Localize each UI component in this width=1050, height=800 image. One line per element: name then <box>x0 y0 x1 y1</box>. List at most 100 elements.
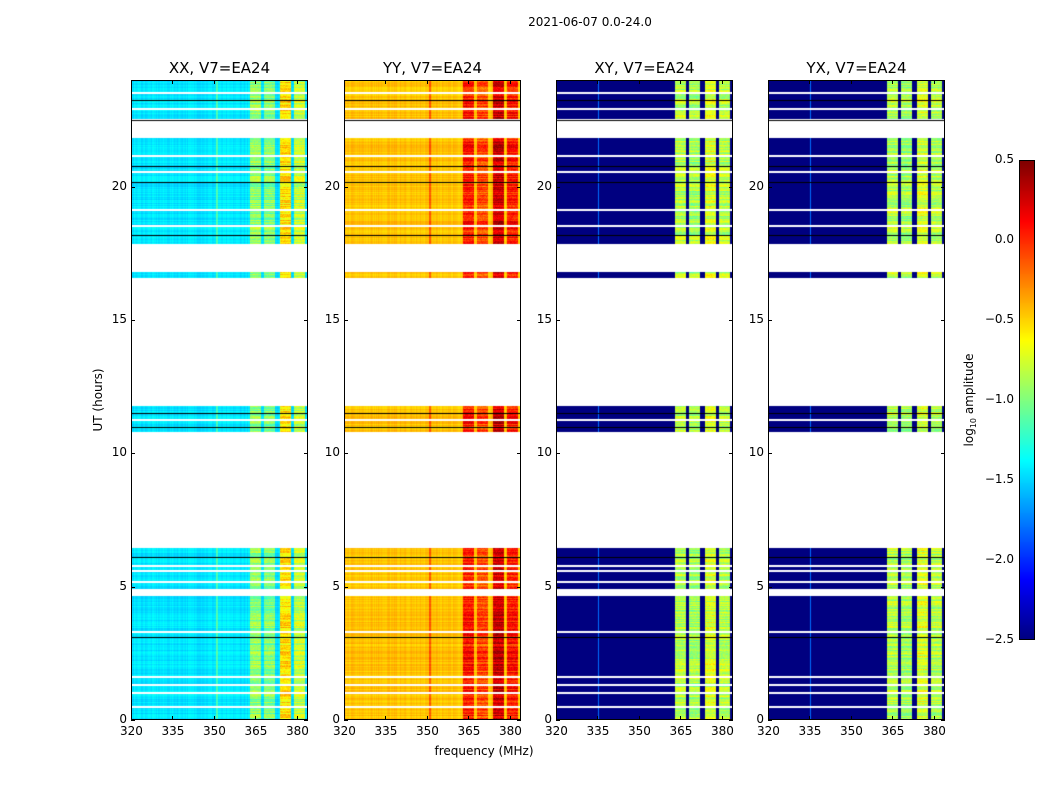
y-tick-label: 15 <box>748 312 764 326</box>
y-tick-mark <box>768 320 772 321</box>
heatmap-cells <box>132 81 307 719</box>
x-tick-mark <box>344 716 345 720</box>
x-tick-label: 365 <box>457 724 481 738</box>
y-tick-mark <box>344 186 348 188</box>
y-tick-label: 0 <box>119 712 127 726</box>
y-tick-mark <box>344 453 348 455</box>
y-tick-label: 10 <box>748 445 764 460</box>
x-tick-mark <box>385 716 387 720</box>
y-tick-mark <box>941 186 945 188</box>
y-tick-mark <box>556 586 560 588</box>
x-tick-label: 350 <box>627 724 651 738</box>
y-tick-mark <box>304 586 308 588</box>
y-tick-mark <box>729 586 733 588</box>
y-tick-mark <box>768 453 772 455</box>
y-tick-label: 10 <box>536 445 552 460</box>
x-tick-label: 320 <box>333 724 356 738</box>
y-tick-label: 0 <box>544 712 552 726</box>
x-tick-label: 320 <box>120 724 143 738</box>
x-tick-mark <box>721 80 723 84</box>
x-tick-mark <box>680 716 682 720</box>
y-tick-mark <box>304 320 308 321</box>
x-tick-mark <box>468 80 470 84</box>
y-tick-mark <box>556 320 560 321</box>
x-tick-mark <box>809 80 811 84</box>
y-tick-mark <box>729 720 733 721</box>
figure-title: 2021-06-07 0.0-24.0 <box>528 15 652 29</box>
x-tick-mark <box>509 716 511 720</box>
x-tick-mark <box>172 80 174 84</box>
x-tick-mark <box>255 716 257 720</box>
colorbar <box>1019 160 1035 640</box>
y-tick-mark <box>941 586 945 588</box>
y-tick-label: 10 <box>324 445 340 460</box>
x-tick-mark <box>768 80 769 84</box>
panel-title: XY, V7=EA24 <box>594 59 695 77</box>
y-tick-mark <box>131 453 135 455</box>
y-tick-mark <box>517 186 521 188</box>
y-tick-mark <box>768 186 772 188</box>
x-tick-mark <box>426 716 428 720</box>
y-tick-label: 0 <box>756 712 764 726</box>
y-tick-mark <box>304 186 308 188</box>
y-tick-mark <box>517 320 521 321</box>
y-tick-label: 15 <box>324 312 340 326</box>
y-tick-mark <box>517 586 521 588</box>
y-tick-label: 15 <box>111 312 127 326</box>
y-tick-label: 5 <box>756 578 764 593</box>
panel-title: YX, V7=EA24 <box>806 59 907 77</box>
panel-title: XX, V7=EA24 <box>168 59 271 77</box>
y-tick-mark <box>517 720 521 721</box>
x-tick-label: 350 <box>415 724 439 738</box>
x-tick-mark <box>426 80 428 84</box>
x-tick-mark <box>344 80 345 84</box>
heatmap-panel-1 <box>131 80 308 720</box>
x-tick-label: 350 <box>839 724 863 738</box>
y-tick-label: 20 <box>111 178 127 193</box>
x-tick-mark <box>131 716 132 720</box>
y-tick-mark <box>556 453 560 455</box>
y-tick-mark <box>304 453 308 455</box>
x-tick-label: 380 <box>285 724 309 738</box>
x-tick-mark <box>638 80 640 84</box>
x-tick-mark <box>556 80 557 84</box>
y-tick-label: 15 <box>536 312 552 326</box>
heatmap-cells <box>769 81 944 719</box>
y-tick-mark <box>768 720 772 721</box>
y-tick-mark <box>344 720 348 721</box>
x-tick-label: 365 <box>881 724 905 738</box>
x-tick-mark <box>296 716 298 720</box>
x-tick-mark <box>213 716 215 720</box>
y-tick-label: 10 <box>111 445 127 460</box>
y-tick-label: 5 <box>119 578 127 593</box>
y-tick-label: 0 <box>332 712 340 726</box>
x-tick-label: 380 <box>710 724 734 738</box>
x-tick-mark <box>850 716 852 720</box>
heatmap-panel-2 <box>344 80 521 720</box>
x-tick-mark <box>131 80 132 84</box>
y-tick-mark <box>131 186 135 188</box>
x-tick-mark <box>721 716 723 720</box>
x-tick-mark <box>255 80 257 84</box>
colorbar-tick-label: −1.5 <box>984 472 1014 486</box>
x-tick-label: 335 <box>374 724 398 738</box>
x-tick-mark <box>680 80 682 84</box>
y-tick-mark <box>941 453 945 455</box>
x-tick-label: 335 <box>798 724 822 738</box>
x-tick-label: 335 <box>161 724 185 738</box>
colorbar-tick-label: −2.0 <box>984 552 1014 566</box>
heatmap-panel-4 <box>768 80 945 720</box>
y-tick-mark <box>556 720 560 721</box>
x-tick-mark <box>933 80 935 84</box>
heatmap-cells <box>557 81 732 719</box>
y-tick-mark <box>131 320 135 321</box>
x-tick-label: 335 <box>586 724 610 738</box>
y-tick-mark <box>729 186 733 188</box>
y-tick-label: 5 <box>544 578 552 593</box>
y-tick-mark <box>729 320 733 321</box>
x-tick-label: 320 <box>545 724 568 738</box>
y-tick-mark <box>517 453 521 455</box>
y-tick-label: 20 <box>324 178 340 193</box>
colorbar-tick-label: −2.5 <box>984 632 1014 646</box>
